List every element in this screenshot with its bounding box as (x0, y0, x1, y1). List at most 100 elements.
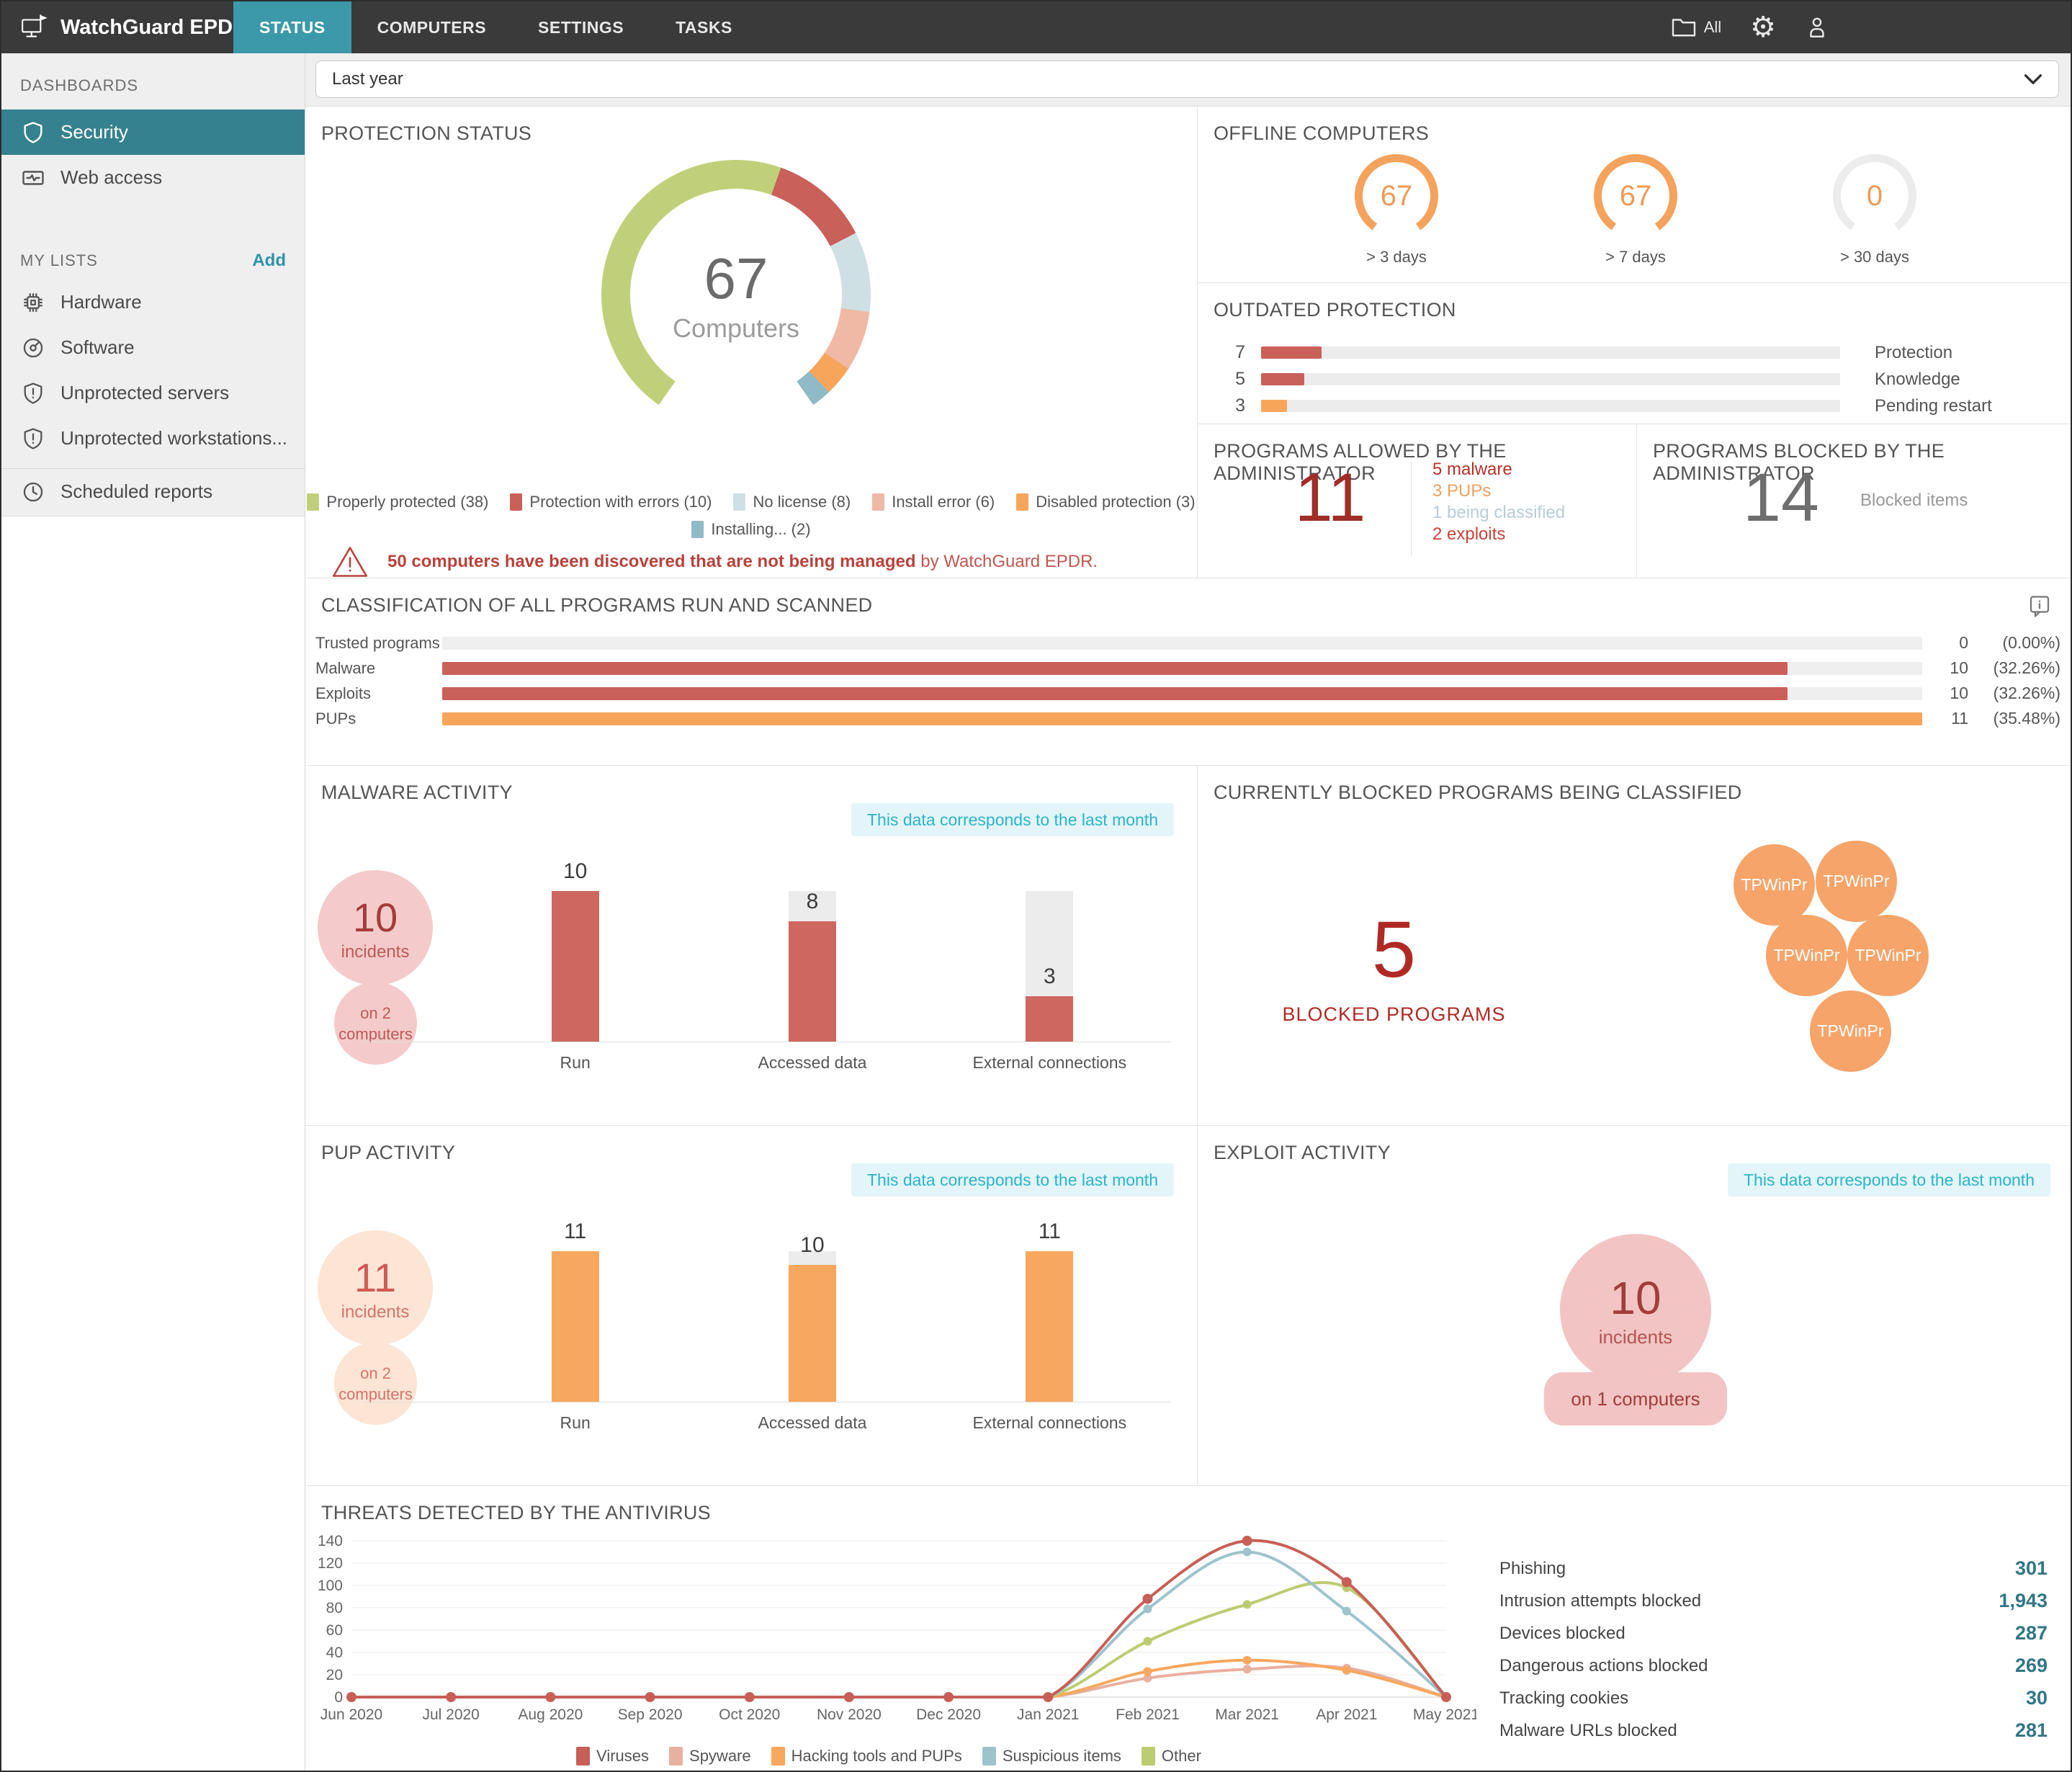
sidebar-item-security[interactable]: Security (1, 109, 305, 155)
computers-line1: on 2 (360, 1364, 391, 1382)
pup-activity-bars: 11 Run 10 Accessed data 11 External connectio… (457, 1220, 1168, 1432)
sidebar-item-web-access[interactable]: Web access (1, 155, 305, 200)
outdated-track (1261, 373, 1840, 385)
incidents-label: incidents (341, 941, 410, 962)
offline-gauges: 67 > 3 days 67 > 7 days 0 > 30 days (1198, 154, 2071, 267)
last-month-badge: This data corresponds to the last month (851, 803, 1174, 836)
threats-legend-item: Other (1141, 1747, 1201, 1766)
sidebar-item-hardware[interactable]: Hardware (1, 279, 305, 325)
last-month-badge: This data corresponds to the last month (851, 1163, 1174, 1196)
sidebar-item-scheduled-reports[interactable]: Scheduled reports (1, 469, 305, 514)
top-nav-bar: WatchGuard EPDR STATUS COMPUTERS SETTINGS T… (1, 1, 2071, 53)
legend-label: Properly protected (38) (326, 493, 489, 511)
tab-status[interactable]: STATUS (233, 1, 351, 53)
pup-incidents-bubble: 11 incidents (318, 1230, 433, 1346)
sidebar-item-unprotected-workstations[interactable]: Unprotected workstations... (1, 416, 305, 461)
classification-bars: Trusted programs 0 (0.00%) Malware 10 (32.26%… (315, 630, 2060, 731)
bar-category-label: External connections (972, 1413, 1127, 1432)
legend-swatch (1141, 1747, 1155, 1766)
gauge-ring: 67 (1594, 154, 1677, 238)
classification-fill (442, 661, 1788, 675)
tab-computers[interactable]: COMPUTERS (377, 17, 487, 37)
info-icon[interactable] (2026, 593, 2053, 620)
bar-fill (551, 1251, 599, 1402)
donut-legend: Properly protected (38) Protection with e… (305, 493, 1197, 539)
threat-stat-label: Malware URLs blocked (1499, 1720, 1677, 1740)
outdated-label: Knowledge (1875, 369, 1960, 389)
legend-label: Viruses (596, 1747, 650, 1765)
offline-gauge: 67 > 7 days (1571, 154, 1700, 267)
shield-alert-icon (20, 426, 46, 452)
svg-text:Sep 2020: Sep 2020 (618, 1706, 683, 1723)
panel-title: PROGRAMS ALLOWED BY THE ADMINISTRATOR (1214, 440, 1507, 484)
legend-row: Installing... (2) (691, 520, 811, 539)
tab-settings[interactable]: SETTINGS (538, 17, 624, 37)
bar-value-label: 8 (806, 890, 819, 913)
threat-stat-value: 301 (2014, 1557, 2048, 1579)
panel-title: PROGRAMS BLOCKED BY THE ADMINISTRATOR (1653, 440, 1945, 484)
svg-text:Dec 2020: Dec 2020 (916, 1706, 981, 1723)
disc-icon (20, 335, 46, 361)
legend-item: Installing... (2) (691, 520, 811, 539)
legend-label: No license (8) (753, 493, 851, 511)
svg-text:100: 100 (318, 1578, 343, 1594)
outdated-value: 5 (1235, 369, 1245, 389)
watchguard-logo-icon (20, 14, 50, 41)
offline-gauge: 67 > 3 days (1332, 154, 1461, 267)
tab-tasks[interactable]: TASKS (676, 17, 732, 37)
legend-swatch (872, 493, 885, 511)
programs-blocked-panel: PROGRAMS BLOCKED BY THE ADMINISTRATOR 14… (1637, 424, 2071, 578)
classification-row: Malware 10 (32.26%) (315, 655, 2060, 681)
bar-fill (788, 1265, 836, 1402)
threat-stat-label: Phishing (1499, 1558, 1566, 1578)
offline-gauge: 0 > 30 days (1810, 154, 1939, 267)
threat-stat-label: Devices blocked (1499, 1623, 1625, 1643)
legend-item: Disabled protection (3) (1016, 493, 1196, 511)
protection-status-panel: PROTECTION STATUS 67 Computers Properly … (305, 107, 1198, 578)
blocked-program-bubble: TPWinPr (1766, 915, 1847, 996)
malware-incidents-bubble: 10 incidents (318, 870, 433, 985)
outdated-fill (1261, 346, 1322, 359)
classification-row: Exploits 10 (32.26%) (315, 681, 2060, 706)
panel-title: CURRENTLY BLOCKED PROGRAMS BEING CLASSIF… (1214, 782, 1742, 803)
legend-swatch (576, 1747, 591, 1766)
sidebar-divider (1, 468, 305, 469)
classification-percent: (32.26%) (1993, 658, 2060, 677)
dashboard-content: PROTECTION STATUS 67 Computers Properly … (305, 107, 2071, 1771)
incidents-value: 10 (1610, 1271, 1661, 1324)
classification-value: 0 (1959, 633, 1968, 652)
gauge-value: 0 (1866, 179, 1883, 212)
bar-category-label: Run (560, 1053, 591, 1072)
blocked-programs-label: BLOCKED PROGRAMS (1282, 1003, 1506, 1025)
user-icon[interactable] (1805, 15, 1829, 40)
time-range-select[interactable]: Last year (315, 61, 2059, 98)
legend-label: Other (1161, 1747, 1201, 1765)
clock-icon (20, 479, 46, 505)
threat-stat-row: Phishing 301 (1499, 1552, 2048, 1585)
outdated-fill (1261, 400, 1288, 412)
blocked-programs-count: 5 (1371, 905, 1417, 994)
outdated-protection-bars: 7 Protection 5 Knowledge 3 Pending restart (1214, 339, 2058, 419)
legend-item: Install error (6) (872, 493, 995, 511)
sidebar-item-unprotected-servers[interactable]: Unprotected servers (1, 370, 305, 416)
threat-stat-value: 269 (2014, 1655, 2048, 1676)
group-selector[interactable]: All (1671, 17, 1721, 38)
add-list-link[interactable]: Add (252, 251, 286, 270)
pulse-icon (20, 165, 46, 191)
outdated-value: 7 (1235, 342, 1245, 362)
svg-text:Apr 2021: Apr 2021 (1316, 1706, 1377, 1723)
allowed-breakdown-item: 2 exploits (1432, 524, 1506, 544)
gear-icon[interactable]: ⚙ (1750, 12, 1776, 43)
legend-swatch (1016, 493, 1029, 511)
blocked-program-bubble: TPWinPr (1734, 844, 1815, 926)
svg-text:Jun 2020: Jun 2020 (320, 1706, 382, 1723)
threat-stat-row: Malware URLs blocked 281 (1499, 1714, 2048, 1747)
unmanaged-computers-warning: 50 computers have been discovered that a… (331, 545, 1098, 579)
exploit-activity-panel: EXPLOIT ACTIVITY This data corresponds t… (1198, 1126, 2071, 1486)
activity-bar: 11 External connections (973, 1220, 1127, 1432)
pup-activity-panel: PUP ACTIVITY This data corresponds to th… (305, 1126, 1198, 1486)
panel-title: PROTECTION STATUS (321, 122, 532, 144)
sidebar-item-software[interactable]: Software (1, 325, 305, 370)
threat-stat-value: 30 (2025, 1687, 2048, 1709)
blocked-program-bubble: TPWinPr (1816, 841, 1897, 922)
